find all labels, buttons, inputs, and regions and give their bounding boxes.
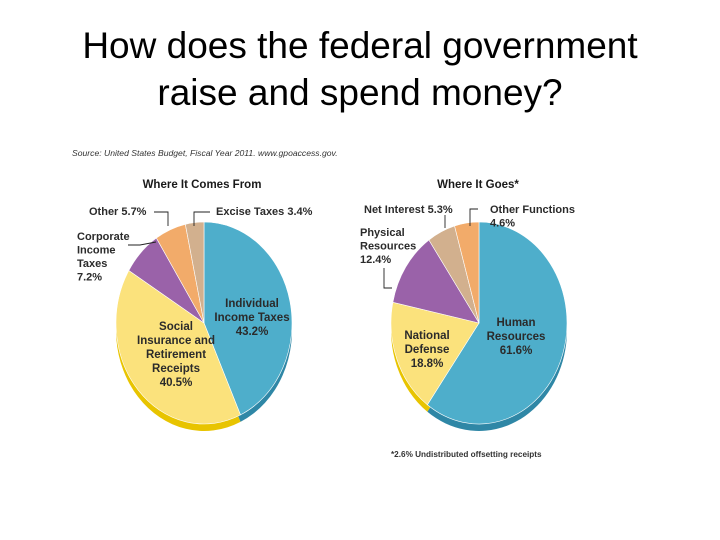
slide-title-line-1: How does the federal government (82, 25, 638, 66)
revenue-label-individual: Individual Income Taxes 43.2% (214, 298, 289, 338)
leader-line (128, 241, 157, 246)
label-line: Receipts (152, 363, 200, 375)
label-line: Income (77, 245, 116, 257)
footnote: *2.6% Undistributed offsetting receipts (391, 450, 542, 459)
revenue-label-corporate: Corporate Income Taxes 7.2% (77, 231, 130, 284)
spending-label-human: Human Resources 61.6% (487, 317, 546, 357)
label-line: Net Interest 5.3% (364, 204, 453, 216)
label-line: Human (497, 317, 536, 329)
label-line: Income Taxes (214, 312, 289, 324)
label-line: Insurance and (137, 335, 215, 347)
label-line: Resources (360, 241, 416, 253)
label-line: Individual (225, 298, 279, 310)
revenue-pie (115, 221, 293, 432)
spending-slice-national (390, 301, 480, 406)
spending-pie (390, 221, 568, 431)
leader-line (154, 211, 169, 226)
revenue-label-excise-taxes-3-4: Excise Taxes 3.4% (216, 206, 313, 218)
leader-line (193, 211, 210, 226)
label-line: 40.5% (160, 377, 193, 389)
label-line: Excise Taxes 3.4% (216, 206, 313, 218)
spending-slice-human (426, 221, 568, 425)
revenue-slice-individual (203, 221, 293, 416)
revenue-slice-excise-taxes-3-4 (184, 221, 205, 324)
spending-label-national: National Defense 18.8% (404, 330, 449, 370)
chart-title-revenue: Where It Comes From (143, 179, 262, 191)
leader-line (383, 268, 392, 289)
label-line: 61.6% (500, 345, 533, 357)
label-line: Retirement (146, 349, 206, 361)
slice-labels: Individual Income Taxes 43.2% Social Insuran… (77, 204, 575, 389)
label-line: 43.2% (236, 326, 269, 338)
spending-label-physical: Physical Resources 12.4% (360, 227, 416, 266)
spending-slice-other-functions (454, 221, 480, 324)
label-line: 4.6% (490, 218, 515, 230)
label-line: Other Functions (490, 204, 575, 216)
label-line: Social (159, 321, 193, 333)
label-line: 7.2% (77, 272, 102, 284)
slide-title-line-2: raise and spend money? (157, 72, 563, 113)
label-line: Resources (487, 331, 546, 343)
label-line: Other 5.7% (89, 206, 147, 218)
revenue-label-other-5-7: Other 5.7% (89, 206, 147, 218)
revenue-slice-social (115, 270, 241, 425)
source-note: Source: United States Budget, Fiscal Yea… (72, 148, 338, 158)
label-line: Taxes (77, 258, 107, 270)
label-line: 18.8% (411, 358, 444, 370)
spending-label-other-functions: Other Functions 4.6% (490, 204, 575, 230)
label-line: Physical (360, 227, 405, 239)
label-line: 12.4% (360, 254, 391, 266)
slide-title: How does the federal government raise an… (0, 22, 720, 116)
chart-title-spending: Where It Goes* (437, 179, 519, 191)
revenue-label-social: Social Insurance and Retirement Receipts 40.… (137, 321, 215, 389)
spending-label-net-interest-5-3: Net Interest 5.3% (364, 204, 453, 216)
label-line: Defense (405, 344, 450, 356)
label-line: Corporate (77, 231, 130, 243)
label-line: National (404, 330, 449, 342)
leader-line (469, 208, 478, 226)
spending-slice-physical (392, 239, 480, 324)
